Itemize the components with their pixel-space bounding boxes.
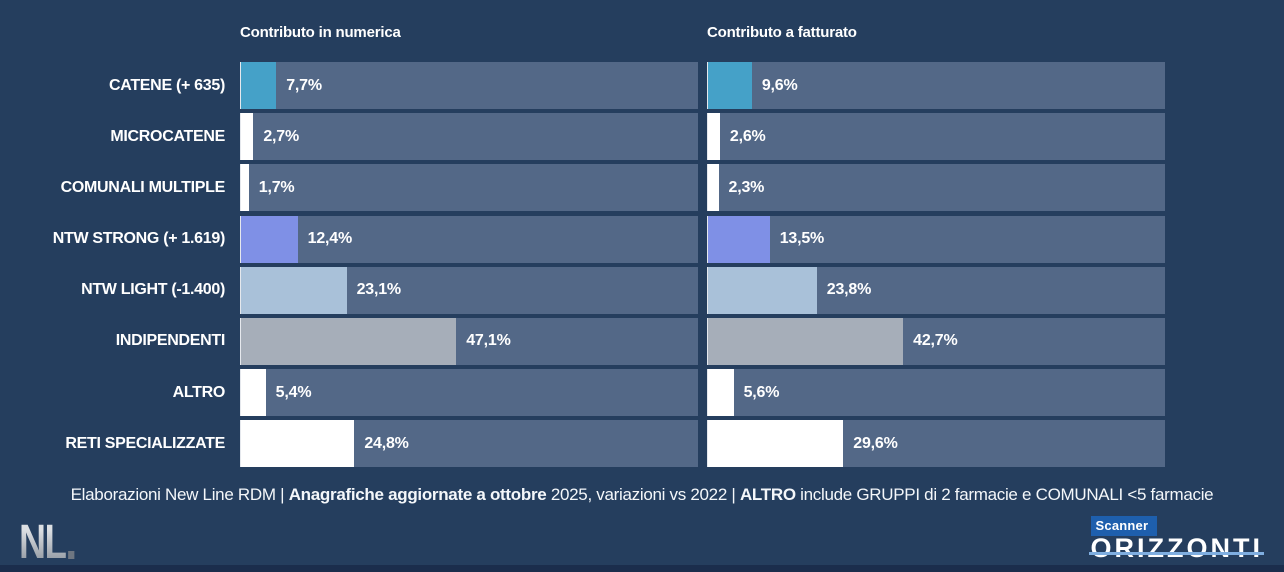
category-label: CATENE (+ 635) bbox=[109, 76, 225, 94]
category-label: MICROCATENE bbox=[110, 127, 225, 145]
bar-track-numerica: 5,4% bbox=[240, 369, 698, 417]
chart-row: COMUNALI MULTIPLE 1,7% 2,3% bbox=[0, 164, 1284, 212]
new-line-logo-inner: NL bbox=[19, 516, 75, 569]
bar-value-label: 47,1% bbox=[466, 332, 511, 350]
bar-track-fatturato: 2,6% bbox=[707, 113, 1165, 161]
bar-value-label: 5,4% bbox=[275, 383, 312, 401]
bar-fill-fatturato bbox=[708, 215, 770, 263]
chart-row: NTW STRONG (+ 1.619) 12,4% 13,5% bbox=[0, 215, 1284, 263]
bar-value-label: 13,5% bbox=[779, 230, 825, 248]
bar-fill-fatturato bbox=[708, 420, 844, 468]
bar-fill-numerica bbox=[241, 113, 254, 161]
left-chart-title: Contributo in numerica bbox=[240, 24, 401, 41]
footnote-text: Elaborazioni New Line RDM | Anagrafiche … bbox=[0, 485, 1284, 505]
bar-track-fatturato: 29,6% bbox=[707, 420, 1165, 468]
bar-fill-numerica bbox=[241, 215, 298, 263]
footnote-segment-bold: ALTRO bbox=[739, 485, 796, 504]
bar-value-label: 2,3% bbox=[728, 178, 765, 196]
bar-fill-numerica bbox=[241, 164, 249, 212]
bar-value-label: 42,7% bbox=[913, 332, 958, 350]
bar-track-numerica: 47,1% bbox=[240, 317, 698, 365]
bar-fill-fatturato bbox=[708, 62, 752, 109]
bar-track-fatturato: 42,7% bbox=[707, 317, 1165, 365]
bar-fill-numerica bbox=[241, 317, 457, 365]
chart-row: NTW LIGHT (-1.400) 23,1% 23,8% bbox=[0, 266, 1284, 314]
bar-fill-numerica bbox=[241, 420, 355, 468]
bar-chart-rows: CATENE (+ 635) 7,7% 9,6% MICROCATENE 2,7% 2,6… bbox=[0, 62, 1284, 472]
category-label: COMUNALI MULTIPLE bbox=[60, 178, 226, 196]
bar-track-fatturato: 23,8% bbox=[707, 266, 1165, 314]
bar-track-numerica: 1,7% bbox=[240, 164, 698, 212]
bar-value-label: 2,7% bbox=[263, 127, 299, 145]
chart-row: MICROCATENE 2,7% 2,6% bbox=[0, 113, 1284, 161]
footnote-segment: Elaborazioni New Line RDM | bbox=[70, 485, 289, 504]
bar-value-label: 2,6% bbox=[729, 127, 766, 145]
bar-value-label: 5,6% bbox=[743, 383, 780, 401]
footnote-segment: include GRUPPI di 2 farmacie e COMUNALI … bbox=[795, 485, 1214, 504]
bar-track-numerica: 24,8% bbox=[240, 420, 698, 468]
bar-track-fatturato: 2,3% bbox=[707, 164, 1165, 212]
bar-value-label: 7,7% bbox=[286, 76, 322, 94]
bar-track-fatturato: 13,5% bbox=[707, 215, 1165, 263]
bar-value-label: 12,4% bbox=[307, 230, 353, 248]
right-chart-title: Contributo a fatturato bbox=[707, 24, 857, 41]
bar-track-numerica: 23,1% bbox=[240, 266, 698, 314]
footnote-segment: 2025, variazioni vs 2022 | bbox=[546, 485, 740, 504]
bar-fill-fatturato bbox=[708, 266, 817, 314]
category-label: INDIPENDENTI bbox=[115, 332, 226, 350]
chart-row: CATENE (+ 635) 7,7% 9,6% bbox=[0, 62, 1284, 109]
scanner-badge: Scanner bbox=[1090, 516, 1158, 536]
chart-row: RETI SPECIALIZZATE 24,8% 29,6% bbox=[0, 420, 1284, 468]
bar-value-label: 23,1% bbox=[356, 281, 402, 299]
bar-track-fatturato: 5,6% bbox=[707, 369, 1165, 417]
bar-value-label: 24,8% bbox=[364, 434, 409, 452]
bar-fill-numerica bbox=[241, 369, 266, 417]
scanner-orizzonti-logo: Scanner ORIZZONTI bbox=[1088, 516, 1265, 563]
bar-fill-fatturato bbox=[708, 369, 734, 417]
bar-fill-fatturato bbox=[708, 113, 720, 161]
bar-fill-fatturato bbox=[708, 164, 719, 212]
bottom-strip bbox=[0, 565, 1284, 572]
bar-value-label: 9,6% bbox=[761, 76, 798, 94]
chart-row: ALTRO 5,4% 5,6% bbox=[0, 369, 1284, 417]
chart-row: INDIPENDENTI 47,1% 42,7% bbox=[0, 317, 1284, 365]
bar-value-label: 23,8% bbox=[826, 281, 872, 299]
bar-fill-numerica bbox=[241, 266, 347, 314]
bar-track-numerica: 7,7% bbox=[240, 62, 698, 109]
footnote-segment-bold: Anagrafiche aggiornate a ottobre bbox=[288, 485, 547, 504]
category-label: RETI SPECIALIZZATE bbox=[65, 434, 225, 452]
bar-track-fatturato: 9,6% bbox=[707, 62, 1165, 109]
bar-track-numerica: 2,7% bbox=[240, 113, 698, 161]
bar-track-numerica: 12,4% bbox=[240, 215, 698, 263]
orizzonti-wordmark: ORIZZONTI bbox=[1088, 533, 1265, 563]
bar-value-label: 1,7% bbox=[258, 178, 295, 196]
category-label: NTW STRONG (+ 1.619) bbox=[52, 230, 226, 248]
bar-fill-fatturato bbox=[708, 317, 904, 365]
category-label: ALTRO bbox=[172, 383, 226, 401]
new-line-logo: NL bbox=[19, 516, 90, 569]
nl-logo-text: NL bbox=[19, 516, 67, 569]
nl-logo-dot bbox=[68, 551, 75, 559]
category-label: NTW LIGHT (-1.400) bbox=[81, 281, 225, 299]
bar-fill-numerica bbox=[241, 62, 277, 109]
bar-value-label: 29,6% bbox=[853, 434, 898, 452]
